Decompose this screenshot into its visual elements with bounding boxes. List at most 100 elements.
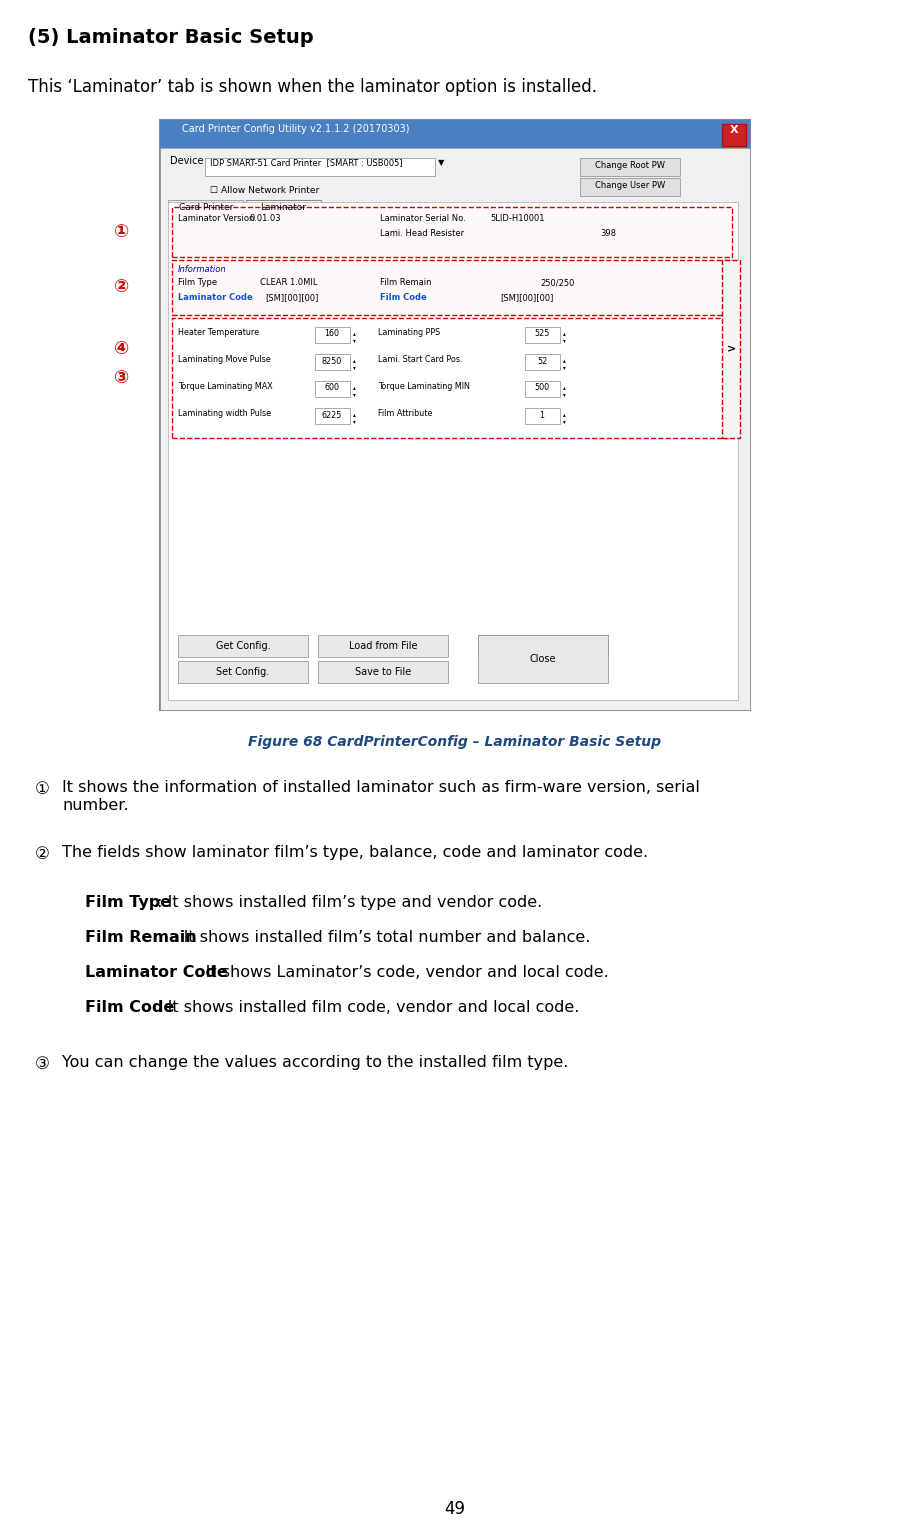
Text: Laminating PPS: Laminating PPS (378, 328, 440, 337)
Text: ▾: ▾ (353, 419, 356, 424)
Text: Laminator Serial No.: Laminator Serial No. (380, 214, 466, 223)
Text: 0.01.03: 0.01.03 (250, 214, 281, 223)
Text: Film Remain: Film Remain (85, 930, 197, 946)
Text: Film Attribute: Film Attribute (378, 409, 433, 418)
Text: You can change the values according to the installed film type.: You can change the values according to t… (62, 1055, 568, 1071)
Text: 52: 52 (537, 357, 548, 366)
Text: Card Printer Config Utility v2.1.1.2 (20170303): Card Printer Config Utility v2.1.1.2 (20… (182, 124, 410, 134)
Text: Laminator Version: Laminator Version (178, 214, 254, 223)
Text: X: X (730, 125, 738, 136)
Text: Figure 68 CardPrinterConfig – Laminator Basic Setup: Figure 68 CardPrinterConfig – Laminator … (249, 735, 661, 749)
Bar (160, 148, 750, 711)
Text: ②: ② (115, 279, 129, 296)
Text: ▴: ▴ (353, 384, 356, 390)
Text: ①: ① (115, 223, 129, 241)
Text: 525: 525 (535, 329, 549, 339)
Text: Laminating Move Pulse: Laminating Move Pulse (178, 355, 271, 364)
Bar (172, 207, 732, 258)
Text: Film Code: Film Code (380, 293, 426, 302)
Text: Film Type: Film Type (85, 895, 171, 910)
Text: ▾: ▾ (563, 419, 566, 424)
FancyBboxPatch shape (160, 120, 750, 711)
Text: (5) Laminator Basic Setup: (5) Laminator Basic Setup (28, 27, 313, 47)
Text: Laminator: Laminator (260, 203, 306, 212)
Text: ④: ④ (115, 340, 129, 358)
Text: ▴: ▴ (353, 331, 356, 336)
Text: Film Type: Film Type (178, 278, 217, 287)
Text: Laminating width Pulse: Laminating width Pulse (178, 409, 271, 418)
Text: number.: number. (62, 798, 128, 813)
Text: Lami. Head Resister: Lami. Head Resister (380, 229, 464, 238)
Bar (722, 259, 740, 438)
Text: ②: ② (35, 845, 49, 863)
Text: IDP SMART-51 Card Printer  [SMART : USB005]: IDP SMART-51 Card Printer [SMART : USB00… (210, 159, 403, 168)
Text: Heater Temperature: Heater Temperature (178, 328, 259, 337)
FancyBboxPatch shape (722, 124, 746, 146)
Text: 250/250: 250/250 (540, 278, 574, 287)
Text: ▾: ▾ (563, 392, 566, 396)
FancyBboxPatch shape (246, 200, 321, 220)
Bar (172, 319, 732, 438)
FancyBboxPatch shape (315, 381, 350, 396)
Bar (160, 120, 750, 148)
Text: 6225: 6225 (322, 410, 343, 419)
Text: Get Config.: Get Config. (216, 640, 271, 651)
Text: Card Printer: Card Printer (179, 203, 233, 212)
Text: 500: 500 (535, 383, 549, 392)
FancyBboxPatch shape (478, 634, 608, 657)
Text: ③: ③ (115, 369, 129, 387)
Text: ▴: ▴ (353, 358, 356, 363)
Text: ☐ Allow Network Printer: ☐ Allow Network Printer (210, 186, 319, 195)
FancyBboxPatch shape (580, 159, 680, 175)
Text: CLEAR 1.0MIL: CLEAR 1.0MIL (260, 278, 318, 287)
Text: ▴: ▴ (563, 331, 566, 336)
Text: ▾: ▾ (353, 364, 356, 371)
Text: : It shows installed film’s type and vendor code.: : It shows installed film’s type and ven… (152, 895, 543, 910)
Text: Change Root PW: Change Root PW (595, 162, 665, 171)
FancyBboxPatch shape (315, 354, 350, 371)
FancyBboxPatch shape (580, 178, 680, 197)
Text: ▾: ▾ (353, 339, 356, 343)
Text: [SM][00][00]: [SM][00][00] (500, 293, 553, 302)
Text: 8250: 8250 (322, 357, 343, 366)
Text: Torque Laminating MAX: Torque Laminating MAX (178, 381, 272, 390)
Text: Set Config.: Set Config. (217, 666, 270, 677)
Text: ▾: ▾ (563, 364, 566, 371)
Text: ①: ① (35, 779, 49, 798)
Text: Torque Laminating MIN: Torque Laminating MIN (378, 381, 470, 390)
Text: >: > (726, 345, 735, 354)
Text: 5LID-H10001: 5LID-H10001 (490, 214, 545, 223)
FancyBboxPatch shape (525, 354, 560, 371)
FancyBboxPatch shape (525, 409, 560, 424)
FancyBboxPatch shape (315, 409, 350, 424)
Text: Load from File: Load from File (349, 640, 417, 651)
Text: : It shows Laminator’s code, vendor and local code.: : It shows Laminator’s code, vendor and … (190, 965, 609, 981)
FancyBboxPatch shape (318, 660, 448, 683)
FancyBboxPatch shape (205, 159, 435, 175)
Bar (172, 259, 732, 316)
Text: ▼: ▼ (438, 159, 445, 168)
Text: This ‘Laminator’ tab is shown when the laminator option is installed.: This ‘Laminator’ tab is shown when the l… (28, 78, 597, 96)
FancyBboxPatch shape (168, 200, 243, 220)
Text: 600: 600 (324, 383, 340, 392)
Text: ▾: ▾ (563, 339, 566, 343)
Text: Lami. Start Card Pos.: Lami. Start Card Pos. (378, 355, 463, 364)
Text: Film Remain: Film Remain (380, 278, 432, 287)
Text: : It shows installed film’s total number and balance.: : It shows installed film’s total number… (168, 930, 590, 946)
Text: ▴: ▴ (563, 412, 566, 416)
Text: It shows the information of installed laminator such as firm-ware version, seria: It shows the information of installed la… (62, 779, 700, 795)
Text: [SM][00][00]: [SM][00][00] (265, 293, 318, 302)
Text: 1: 1 (539, 410, 545, 419)
FancyBboxPatch shape (178, 634, 308, 657)
Text: ③: ③ (35, 1055, 49, 1074)
FancyBboxPatch shape (525, 381, 560, 396)
Text: 49: 49 (445, 1501, 466, 1517)
Text: 160: 160 (324, 329, 340, 339)
Text: The fields show laminator film’s type, balance, code and laminator code.: The fields show laminator film’s type, b… (62, 845, 648, 860)
Text: 398: 398 (600, 229, 616, 238)
Text: ▴: ▴ (563, 384, 566, 390)
Text: ▾: ▾ (353, 392, 356, 396)
Text: Laminator Code: Laminator Code (85, 965, 228, 981)
FancyBboxPatch shape (525, 326, 560, 343)
Text: Change User PW: Change User PW (595, 181, 665, 191)
